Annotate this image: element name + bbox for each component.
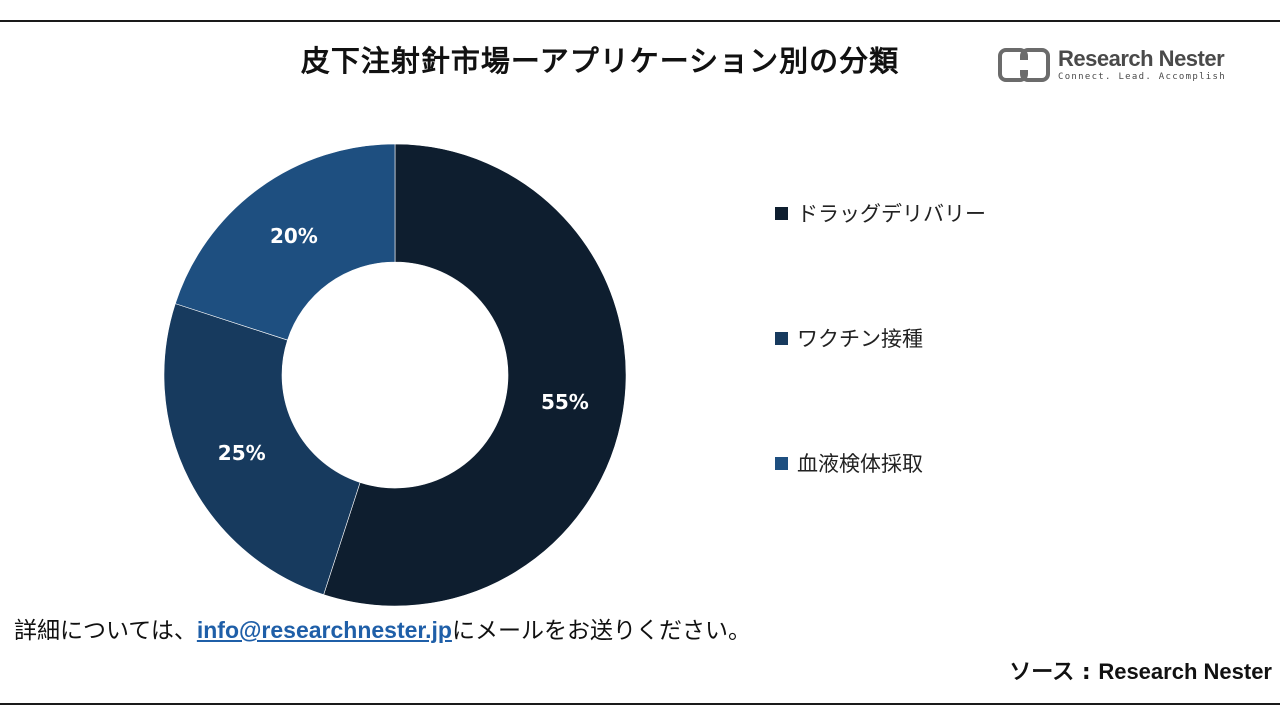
legend-label-3: 血液検体採取 <box>797 452 923 476</box>
legend-label-1: ドラッグデリバリー <box>797 202 986 226</box>
legend-item-3: 血液検体採取 <box>775 448 923 478</box>
legend-swatch-3 <box>775 456 788 470</box>
legend-swatch-2 <box>775 331 788 345</box>
slice-label-1: 55% <box>541 390 589 414</box>
logo-tagline: Connect. Lead. Accomplish <box>1058 72 1226 82</box>
bottom-rule <box>0 703 1280 705</box>
email-link[interactable]: info@researchnester.jp <box>196 617 452 643</box>
slice-label-2: 25% <box>218 441 266 465</box>
legend-label-2: ワクチン接種 <box>797 327 923 351</box>
research-nester-logo[interactable]: Research Nester Connect. Lead. Accomplis… <box>998 46 1228 86</box>
donut-slice-1 <box>323 143 627 607</box>
contact-note: 詳細については、info@researchnester.jpにメールをお送りくだ… <box>14 611 751 645</box>
slice-label-3: 20% <box>270 224 318 248</box>
source-credit: ソース : Research Nester <box>1009 654 1272 686</box>
legend-swatch-1 <box>775 206 788 220</box>
contact-note-prefix: 詳細については、 <box>14 618 197 644</box>
logo-name: Research Nester <box>1058 46 1225 71</box>
donut-slice-2 <box>163 303 361 596</box>
donut-chart: 55% 25% 20% <box>163 143 627 607</box>
donut-slice-3 <box>174 143 396 341</box>
legend-item-2: ワクチン接種 <box>775 323 923 353</box>
top-rule <box>0 20 1280 22</box>
research-nester-logo-icon <box>998 48 1050 82</box>
contact-note-suffix: にメールをお送りください。 <box>451 618 751 644</box>
chart-title: 皮下注射針市場ーアプリケーション別の分類 <box>300 44 900 78</box>
source-name: Research Nester <box>1098 659 1272 684</box>
legend-item-1: ドラッグデリバリー <box>775 198 986 228</box>
source-label: ソース : <box>1009 660 1099 685</box>
